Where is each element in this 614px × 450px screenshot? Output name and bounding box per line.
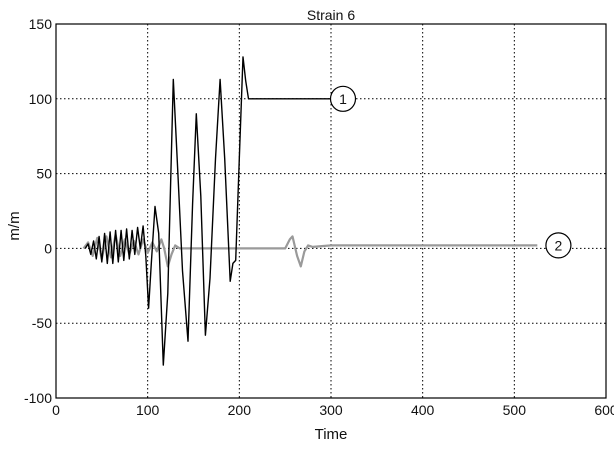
y-tick-label: 0 <box>44 240 52 256</box>
tick-labels: 0 100 200 300 400 500 600 -100 -50 0 50 100 150 <box>24 16 614 418</box>
x-tick-label: 400 <box>411 402 435 418</box>
x-tick-label: 600 <box>594 402 614 418</box>
callouts: 12 <box>329 85 572 259</box>
x-tick-label: 200 <box>228 402 252 418</box>
y-tick-label: 100 <box>29 91 53 107</box>
series-1-line <box>84 56 333 366</box>
callout-circle <box>329 85 357 112</box>
y-tick-label: 150 <box>29 16 53 32</box>
y-tick-label: 50 <box>36 166 52 182</box>
grid <box>56 24 606 398</box>
chart-title: Strain 6 <box>307 7 355 23</box>
callout-label: 1 <box>339 91 347 107</box>
x-axis-label: Time <box>315 426 348 443</box>
x-tick-label: 0 <box>52 402 60 418</box>
y-tick-label: -50 <box>32 315 52 331</box>
plot-frame <box>55 23 607 399</box>
x-tick-label: 100 <box>136 402 160 418</box>
callout-label: 2 <box>555 237 563 253</box>
x-tick-label: 300 <box>319 402 343 418</box>
x-tick-label: 500 <box>503 402 527 418</box>
callout-circle <box>545 232 572 259</box>
y-axis-label: m/m <box>6 211 23 240</box>
y-tick-label: -100 <box>24 390 52 406</box>
series-layer <box>82 56 538 366</box>
